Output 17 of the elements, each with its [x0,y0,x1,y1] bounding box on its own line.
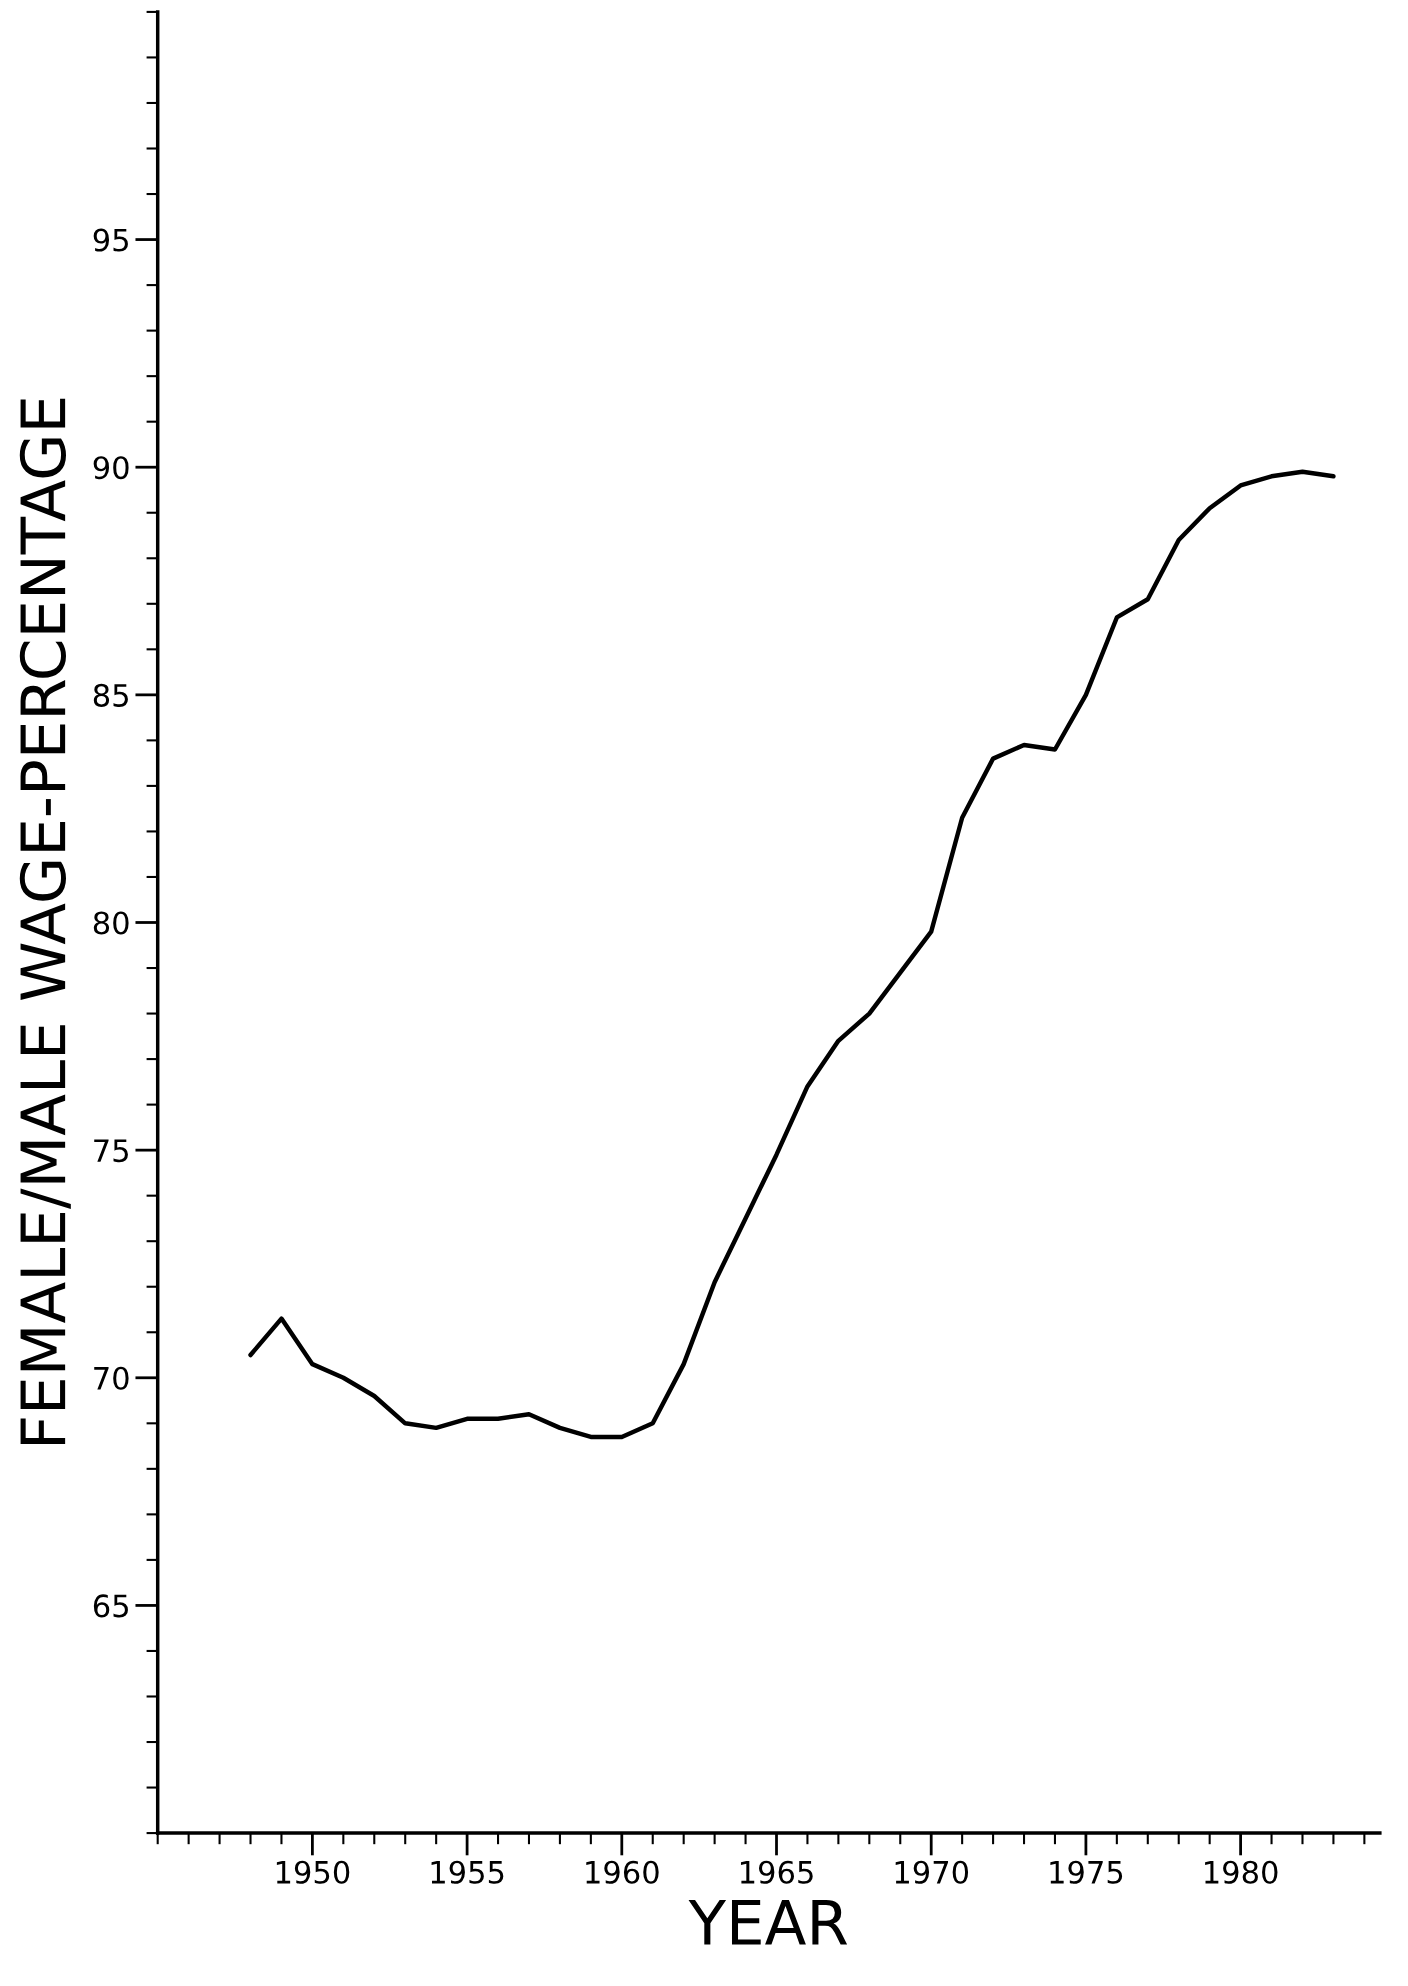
y-tick-label: 95 [93,228,128,252]
x-tick-label: 1975 [1050,1860,1123,1884]
y-tick-label: 65 [93,1594,128,1618]
y-axis-title: FEMALE/MALE WAGE-PERCENTAGE [19,398,71,1445]
y-tick-label: 70 [94,1366,129,1390]
line-series [248,469,1336,1440]
y-tick-label: 90 [93,456,129,480]
x-tick-label: 1960 [586,1860,659,1884]
x-tick-label: 1965 [740,1860,813,1884]
x-tick-label: 1955 [431,1860,504,1884]
y-tick-label: 75 [94,1139,128,1163]
x-tick-label: 1950 [276,1860,350,1884]
x-tick-label: 1980 [1205,1860,1278,1884]
y-tick-label: 85 [93,683,128,707]
y-tick-label: 80 [93,911,129,935]
x-axis-title: YEAR [688,1899,848,1945]
x-tick-label: 1970 [895,1860,969,1884]
